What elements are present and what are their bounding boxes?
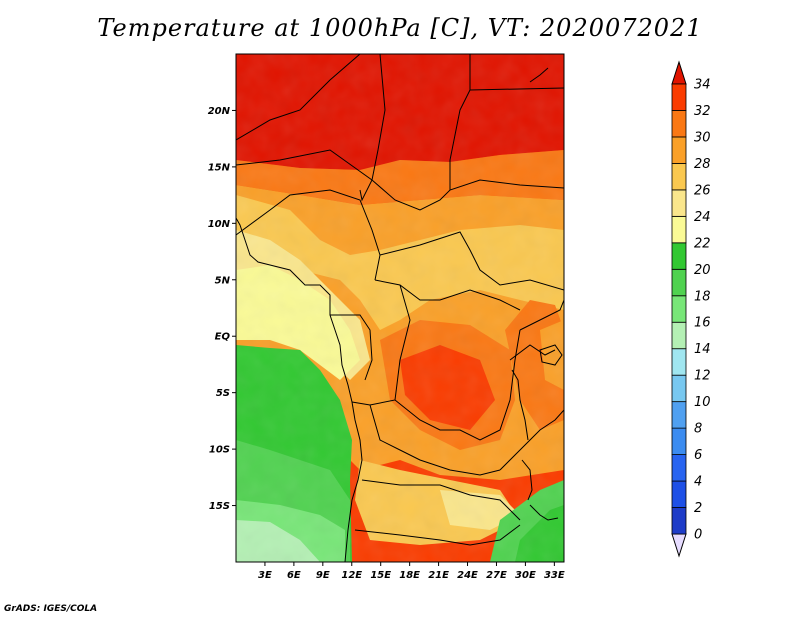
colorbar-label: 2 <box>694 501 702 516</box>
colorbar-label: 30 <box>694 130 711 145</box>
lat-tick-label: 5N <box>215 275 231 286</box>
colorbar-swatch <box>671 136 687 164</box>
colorbar-label: 34 <box>694 78 711 93</box>
map-frame <box>235 53 565 563</box>
colorbar-label: 8 <box>694 422 702 437</box>
lon-tick-label: 33E <box>544 570 565 581</box>
colorbar-swatch <box>671 480 687 508</box>
latitude-axis: 20N 15N 10N 5N EQ 5S 10S 15S <box>208 106 236 512</box>
colorbar-swatch <box>671 507 687 535</box>
colorbar-label: 20 <box>694 263 711 278</box>
lat-tick-label: 10N <box>208 219 231 230</box>
colorbar-swatch <box>671 215 687 244</box>
colorbar-swatch <box>671 427 687 455</box>
colorbar-label: 32 <box>694 104 711 119</box>
colorbar-under-triangle <box>671 533 687 558</box>
lon-tick-label: 24E <box>457 570 478 581</box>
colorbar-label: 18 <box>694 289 711 304</box>
lon-tick-label: 12E <box>341 570 362 581</box>
lat-tick-label: 5S <box>216 388 230 399</box>
colorbar-swatch <box>671 348 687 376</box>
colorbar-swatch <box>671 242 687 270</box>
colorbar-swatch <box>671 295 687 323</box>
coastline-borders <box>236 54 564 562</box>
lon-tick-label: 18E <box>399 570 420 581</box>
colorbar-swatch <box>671 401 687 429</box>
map-title: Temperature at 1000hPa [C], VT: 20200720… <box>97 14 703 42</box>
colorbar-label: 0 <box>694 528 702 543</box>
lat-tick-label: 20N <box>208 106 231 117</box>
colorbar-swatch <box>671 189 687 217</box>
colorbar-swatch <box>671 321 687 350</box>
lon-tick-label: 6E <box>287 570 301 581</box>
lat-tick-label: EQ <box>215 332 231 343</box>
colorbar-label: 6 <box>694 448 702 463</box>
colorbar-swatch <box>671 83 687 111</box>
colorbar-label: 4 <box>694 475 702 490</box>
colorbar-label: 12 <box>694 369 711 384</box>
lon-tick-label: 9E <box>316 570 330 581</box>
longitude-axis: 3E 6E 9E 12E 15E 18E 21E 24E 27E 30E 33E <box>258 562 565 581</box>
colorbar-label: 24 <box>694 210 711 225</box>
colorbar-label: 16 <box>694 316 711 331</box>
colorbar-over-triangle <box>671 60 687 85</box>
colorbar-swatch <box>671 374 687 403</box>
colorbar-swatch <box>671 110 687 138</box>
colorbar-label: 14 <box>694 342 711 357</box>
colorbar-label: 10 <box>694 395 711 410</box>
colorbar-label: 22 <box>694 236 711 251</box>
lat-tick-label: 15S <box>209 501 230 512</box>
lat-tick-label: 15N <box>208 162 231 173</box>
grads-credit: GrADS: IGES/COLA <box>4 604 98 614</box>
temperature-field <box>236 54 564 562</box>
lon-tick-label: 3E <box>258 570 272 581</box>
colorbar-swatch <box>671 454 687 482</box>
colorbar-label: 26 <box>694 183 711 198</box>
lat-tick-label: 10S <box>209 445 230 456</box>
lon-tick-label: 30E <box>515 570 536 581</box>
colorbar-label: 28 <box>694 157 711 172</box>
lon-tick-label: 15E <box>370 570 391 581</box>
lon-tick-label: 21E <box>428 570 449 581</box>
colorbar-swatch <box>671 163 687 191</box>
lon-tick-label: 27E <box>486 570 507 581</box>
colorbar-swatch <box>671 268 687 297</box>
